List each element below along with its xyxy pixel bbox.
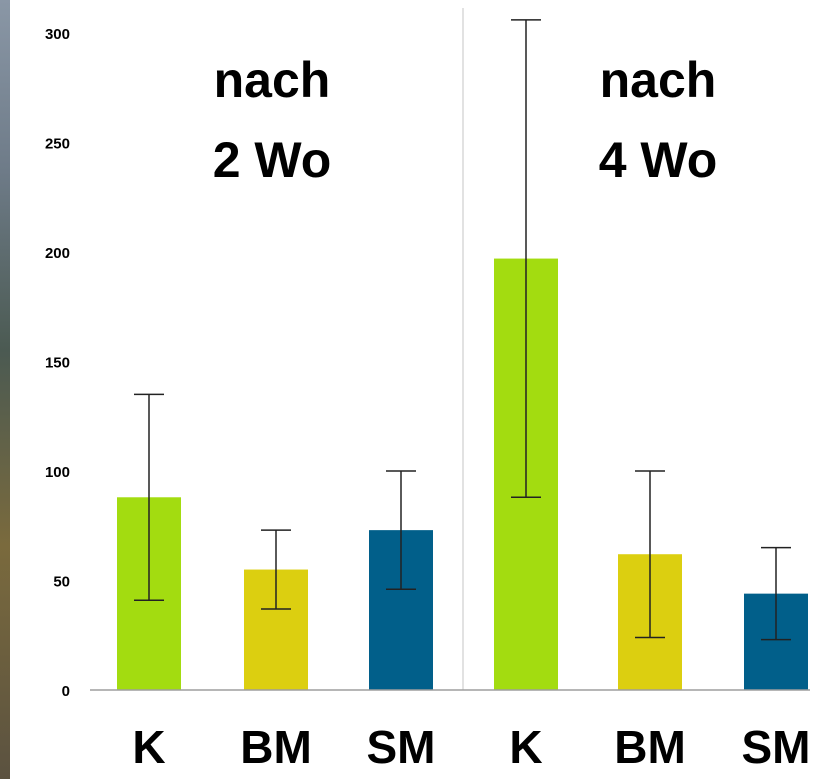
group-title-line: 4 Wo [599, 132, 718, 188]
category-label: K [132, 721, 165, 773]
category-label: K [509, 721, 542, 773]
y-tick-label: 200 [45, 245, 70, 262]
category-label: SM [742, 721, 811, 773]
y-tick-label: 100 [45, 464, 70, 481]
category-label: BM [240, 721, 312, 773]
group-title-line: 2 Wo [213, 132, 332, 188]
y-tick-label: 250 [45, 136, 70, 153]
group-title-line: nach [600, 52, 717, 108]
y-tick-label: 300 [45, 26, 70, 43]
group-title-line: nach [214, 52, 331, 108]
bar-chart: 0 50 100 150 200 250 300 nach 2 Wo K BM SM nach 4 Wo K… [45, 8, 811, 773]
y-tick-label: 50 [53, 574, 70, 591]
category-label: SM [367, 721, 436, 773]
category-label: BM [614, 721, 686, 773]
chart-panel: 0 50 100 150 200 250 300 nach 2 Wo K BM SM nach 4 Wo K… [10, 0, 814, 779]
y-tick-label: 0 [62, 683, 70, 700]
y-tick-label: 150 [45, 355, 70, 372]
